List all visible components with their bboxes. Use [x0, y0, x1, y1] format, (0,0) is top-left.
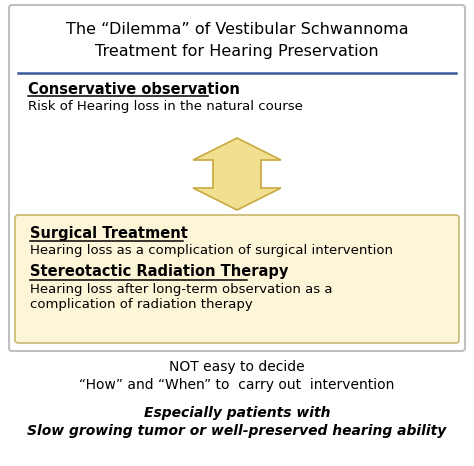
Text: NOT easy to decide: NOT easy to decide	[169, 360, 305, 374]
Text: Hearing loss after long-term observation as a: Hearing loss after long-term observation…	[30, 283, 332, 296]
Text: “How” and “When” to  carry out  intervention: “How” and “When” to carry out interventi…	[79, 378, 395, 392]
Text: Risk of Hearing loss in the natural course: Risk of Hearing loss in the natural cour…	[28, 100, 303, 113]
Polygon shape	[193, 138, 281, 210]
FancyBboxPatch shape	[15, 215, 459, 343]
Text: Surgical Treatment: Surgical Treatment	[30, 226, 188, 241]
Text: The “Dilemma” of Vestibular Schwannoma: The “Dilemma” of Vestibular Schwannoma	[66, 22, 408, 37]
Text: Especially patients with: Especially patients with	[144, 406, 330, 420]
Text: Hearing loss as a complication of surgical intervention: Hearing loss as a complication of surgic…	[30, 244, 393, 257]
Text: Treatment for Hearing Preservation: Treatment for Hearing Preservation	[95, 44, 379, 59]
Text: Stereotactic Radiation Therapy: Stereotactic Radiation Therapy	[30, 264, 288, 279]
Text: complication of radiation therapy: complication of radiation therapy	[30, 298, 253, 311]
Text: Slow growing tumor or well-preserved hearing ability: Slow growing tumor or well-preserved hea…	[27, 424, 447, 438]
FancyBboxPatch shape	[9, 5, 465, 351]
Text: Conservative observation: Conservative observation	[28, 82, 240, 97]
